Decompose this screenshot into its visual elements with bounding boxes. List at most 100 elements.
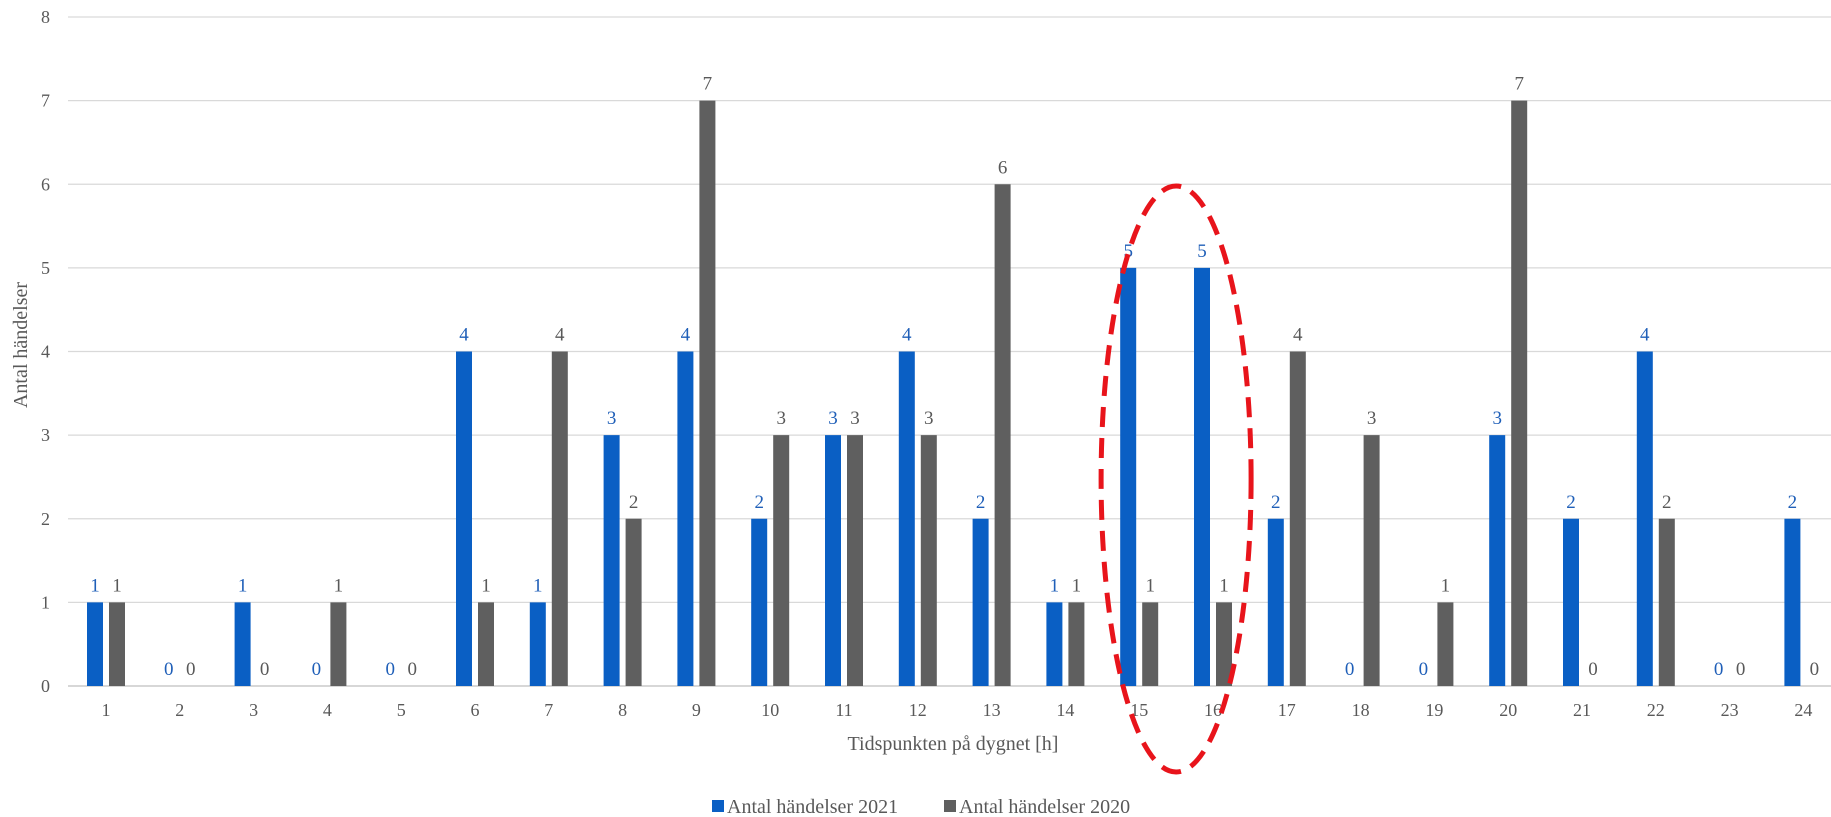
- x-tick-label: 9: [692, 700, 701, 720]
- bar-2020: [551, 351, 568, 686]
- bar-2021: [972, 518, 989, 686]
- data-label-2020: 1: [1145, 575, 1155, 596]
- bar-2020: [109, 602, 125, 686]
- data-label-2021: 0: [385, 659, 395, 680]
- gridlines: [68, 16, 1831, 687]
- bar-2020: [773, 435, 790, 686]
- data-label-2021: 5: [1197, 241, 1207, 262]
- x-tick-label: 23: [1721, 700, 1739, 720]
- data-label-2020: 7: [703, 74, 713, 95]
- bar-2020: [1216, 602, 1232, 686]
- bar-2020: [1658, 518, 1675, 686]
- bar-2020: [1068, 602, 1085, 686]
- x-tick-label: 1: [102, 700, 111, 720]
- data-label-2020: 0: [1588, 659, 1598, 680]
- data-label-2021: 4: [902, 325, 912, 346]
- x-tick-label: 21: [1573, 700, 1591, 720]
- data-label-2021: 0: [1345, 659, 1355, 680]
- bar-2021: [1046, 602, 1063, 686]
- bar-2021: [1267, 518, 1284, 686]
- data-label-2021: 1: [1050, 575, 1060, 596]
- legend-label-2021: Antal händelser 2021: [727, 796, 898, 817]
- data-label-2021: 2: [1566, 492, 1576, 513]
- bar-2020: [1363, 435, 1380, 686]
- x-tick-label: 7: [544, 700, 553, 720]
- bar-2021: [1784, 518, 1801, 686]
- x-tick-label: 16: [1204, 700, 1222, 720]
- data-label-2021: 4: [681, 325, 691, 346]
- legend-label-2020: Antal händelser 2020: [959, 796, 1130, 817]
- bar-2021: [1489, 435, 1506, 686]
- x-tick-label: 5: [397, 700, 406, 720]
- bar-2020: [1289, 351, 1306, 686]
- data-label-2020: 3: [850, 408, 860, 429]
- data-label-2020: 2: [1662, 492, 1672, 513]
- x-tick-label: 3: [249, 700, 258, 720]
- data-label-2021: 0: [164, 659, 174, 680]
- x-tick-label: 19: [1425, 700, 1443, 720]
- bar-2021: [677, 351, 694, 686]
- bar-2020: [1437, 602, 1454, 686]
- x-tick-label: 12: [909, 700, 927, 720]
- data-label-2020: 1: [334, 575, 344, 596]
- x-tick-label: 4: [323, 700, 332, 720]
- y-tick-label: 8: [41, 7, 50, 27]
- bar-2021: [87, 602, 103, 686]
- bar-2020: [478, 602, 494, 686]
- data-label-2021: 1: [533, 575, 543, 596]
- data-label-2021: 2: [754, 492, 764, 513]
- data-label-2021: 1: [238, 575, 248, 596]
- x-tick-label: 11: [835, 700, 852, 720]
- data-label-2020: 0: [260, 659, 270, 680]
- data-label-2021: 3: [607, 408, 617, 429]
- bar-2021: [1120, 267, 1137, 686]
- data-label-2020: 6: [998, 157, 1008, 178]
- x-tick-label: 13: [983, 700, 1001, 720]
- y-tick-label: 1: [41, 592, 50, 612]
- bar-2021: [751, 518, 768, 686]
- x-tick-label: 10: [761, 700, 779, 720]
- data-label-2020: 1: [1072, 575, 1082, 596]
- bar-2020: [920, 435, 937, 686]
- data-label-2020: 1: [1219, 575, 1229, 596]
- bar-2020: [625, 518, 642, 686]
- data-label-2020: 4: [1293, 325, 1303, 346]
- bar-2021: [603, 435, 620, 686]
- x-tick-label: 6: [471, 700, 480, 720]
- y-tick-label: 0: [41, 676, 50, 696]
- x-tick-label: 20: [1499, 700, 1517, 720]
- data-label-2021: 1: [90, 575, 100, 596]
- x-axis-ticks: 1 2 3 4 5 6 7 8 9 10 11 12 13 14 15 16 17 18 19 20 21 22 23 24: [102, 700, 1813, 720]
- data-label-2020: 0: [186, 659, 196, 680]
- data-label-2020: 7: [1514, 74, 1524, 95]
- data-label-2021: 2: [976, 492, 986, 513]
- data-label-2021: 4: [459, 325, 469, 346]
- y-tick-label: 7: [41, 91, 50, 111]
- data-label-2020: 1: [1441, 575, 1451, 596]
- bar-2021: [456, 351, 472, 686]
- data-label-2020: 3: [1367, 408, 1377, 429]
- y-tick-label: 2: [41, 509, 50, 529]
- data-label-2021: 2: [1788, 492, 1798, 513]
- data-label-2021: 2: [1271, 492, 1281, 513]
- legend: Antal händelser 2021 Antal händelser 202…: [712, 796, 1130, 817]
- data-label-2020: 4: [555, 325, 565, 346]
- data-label-2020: 1: [481, 575, 491, 596]
- bar-2021: [1563, 518, 1579, 686]
- bars: [87, 100, 1801, 686]
- x-tick-label: 18: [1352, 700, 1370, 720]
- bar-2021: [529, 602, 546, 686]
- data-label-2020: 0: [407, 659, 417, 680]
- data-label-2020: 3: [924, 408, 934, 429]
- data-label-2020: 1: [112, 575, 122, 596]
- y-tick-label: 3: [41, 425, 50, 445]
- y-axis-ticks: 0 1 2 3 4 5 6 7 8: [41, 7, 50, 696]
- data-label-2021: 4: [1640, 325, 1650, 346]
- highlight-ellipse: [1098, 183, 1254, 775]
- data-label-2021: 0: [1419, 659, 1429, 680]
- bar-2020: [847, 435, 863, 686]
- x-tick-label: 2: [175, 700, 184, 720]
- x-axis-title: Tidspunkten på dygnet [h]: [848, 733, 1059, 755]
- data-label-2021: 3: [828, 408, 838, 429]
